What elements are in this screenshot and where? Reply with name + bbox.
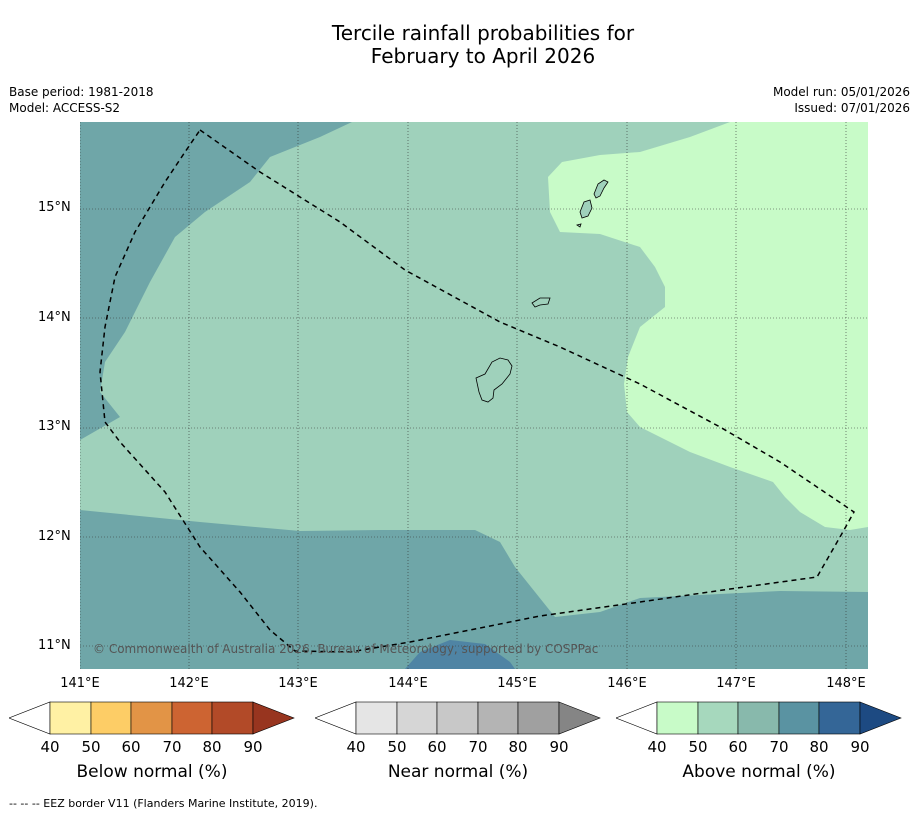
- near-normal-colorbar: [315, 701, 601, 735]
- map-region-above-80: [405, 640, 515, 669]
- above-tick-40: 40: [647, 738, 667, 756]
- near-tick-90: 90: [549, 738, 569, 756]
- below-normal-swatch-2: [90, 701, 132, 735]
- lon-label-147: 147°E: [716, 676, 756, 691]
- issued-date: Issued: 07/01/2026: [794, 101, 910, 115]
- above-tick-80: 80: [809, 738, 829, 756]
- lat-label-14: 14°N: [38, 310, 71, 325]
- above-normal-colorbar: [616, 701, 902, 735]
- map-region-above-70-south: [80, 510, 868, 669]
- below-tick-80: 80: [202, 738, 222, 756]
- island-aguijan: [576, 223, 582, 228]
- above-tick-60: 60: [728, 738, 748, 756]
- above-normal-swatch-5: [818, 701, 861, 735]
- below-tick-60: 60: [121, 738, 141, 756]
- near-normal-swatch-4: [477, 701, 519, 735]
- near-normal-swatch-2: [396, 701, 438, 735]
- near-tick-40: 40: [346, 738, 366, 756]
- below-normal-swatch-6: [252, 701, 295, 735]
- lon-label-143: 143°E: [278, 676, 318, 691]
- below-tick-70: 70: [162, 738, 182, 756]
- base-period: Base period: 1981-2018: [9, 85, 154, 99]
- near-tick-50: 50: [387, 738, 407, 756]
- near-normal-swatch-0: [315, 701, 357, 735]
- model-run: Model run: 05/01/2026: [772, 85, 910, 99]
- map-region-above-70-west: [80, 122, 352, 440]
- below-normal-swatch-5: [211, 701, 254, 735]
- lon-label-141: 141°E: [60, 676, 100, 691]
- above-tick-90: 90: [850, 738, 870, 756]
- below-normal-swatch-4: [171, 701, 213, 735]
- meta-right: Model run: 05/01/2026 Issued: 07/01/2026: [773, 84, 910, 116]
- title-line-1: Tercile rainfall probabilities for: [331, 21, 635, 45]
- near-normal-swatch-1: [355, 701, 398, 735]
- below-tick-50: 50: [81, 738, 101, 756]
- above-normal-swatch-2: [697, 701, 739, 735]
- island-guam: [475, 357, 513, 403]
- near-normal-swatch-5: [517, 701, 560, 735]
- lon-label-148: 148°E: [826, 676, 866, 691]
- eez-footnote: -- -- -- EEZ border V11 (Flanders Marine…: [9, 797, 318, 810]
- island-tinian: [579, 199, 593, 219]
- above-normal-swatch-0: [616, 701, 658, 735]
- above-normal-swatch-3: [737, 701, 780, 735]
- above-normal-swatch-4: [778, 701, 820, 735]
- lat-label-15: 15°N: [38, 200, 71, 215]
- copyright-notice: © Commonwealth of Australia 2026, Bureau…: [93, 642, 599, 656]
- below-normal-label: Below normal (%): [76, 762, 228, 782]
- island-saipan: [593, 179, 609, 199]
- above-normal-swatch-1: [656, 701, 699, 735]
- near-normal-label: Near normal (%): [387, 762, 529, 782]
- below-normal-colorbar: [9, 701, 295, 735]
- meta-left: Base period: 1981-2018 Model: ACCESS-S2: [9, 84, 154, 116]
- below-tick-40: 40: [40, 738, 60, 756]
- eez-border: [99, 128, 855, 653]
- near-tick-70: 70: [468, 738, 488, 756]
- below-tick-90: 90: [243, 738, 263, 756]
- below-normal-swatch-0: [9, 701, 51, 735]
- above-normal-swatch-6: [859, 701, 902, 735]
- lon-label-145: 145°E: [497, 676, 537, 691]
- below-normal-swatch-1: [49, 701, 92, 735]
- lon-label-146: 146°E: [607, 676, 647, 691]
- map-title: Tercile rainfall probabilities for Febru…: [0, 22, 919, 68]
- above-tick-50: 50: [688, 738, 708, 756]
- near-tick-80: 80: [508, 738, 528, 756]
- lat-label-12: 12°N: [38, 529, 71, 544]
- title-line-2: February to April 2026: [370, 44, 596, 68]
- lon-label-144: 144°E: [388, 676, 428, 691]
- near-tick-60: 60: [427, 738, 447, 756]
- lon-label-142: 142°E: [169, 676, 209, 691]
- lat-label-11: 11°N: [38, 638, 71, 653]
- near-normal-swatch-6: [558, 701, 601, 735]
- below-normal-swatch-3: [130, 701, 173, 735]
- rainfall-map: [80, 122, 868, 669]
- near-normal-swatch-3: [436, 701, 479, 735]
- gridlines: [80, 122, 868, 669]
- above-tick-70: 70: [769, 738, 789, 756]
- above-normal-label: Above normal (%): [682, 762, 836, 782]
- lat-label-13: 13°N: [38, 419, 71, 434]
- island-rota: [531, 297, 551, 308]
- model-name: Model: ACCESS-S2: [9, 101, 121, 115]
- islands: [475, 179, 609, 403]
